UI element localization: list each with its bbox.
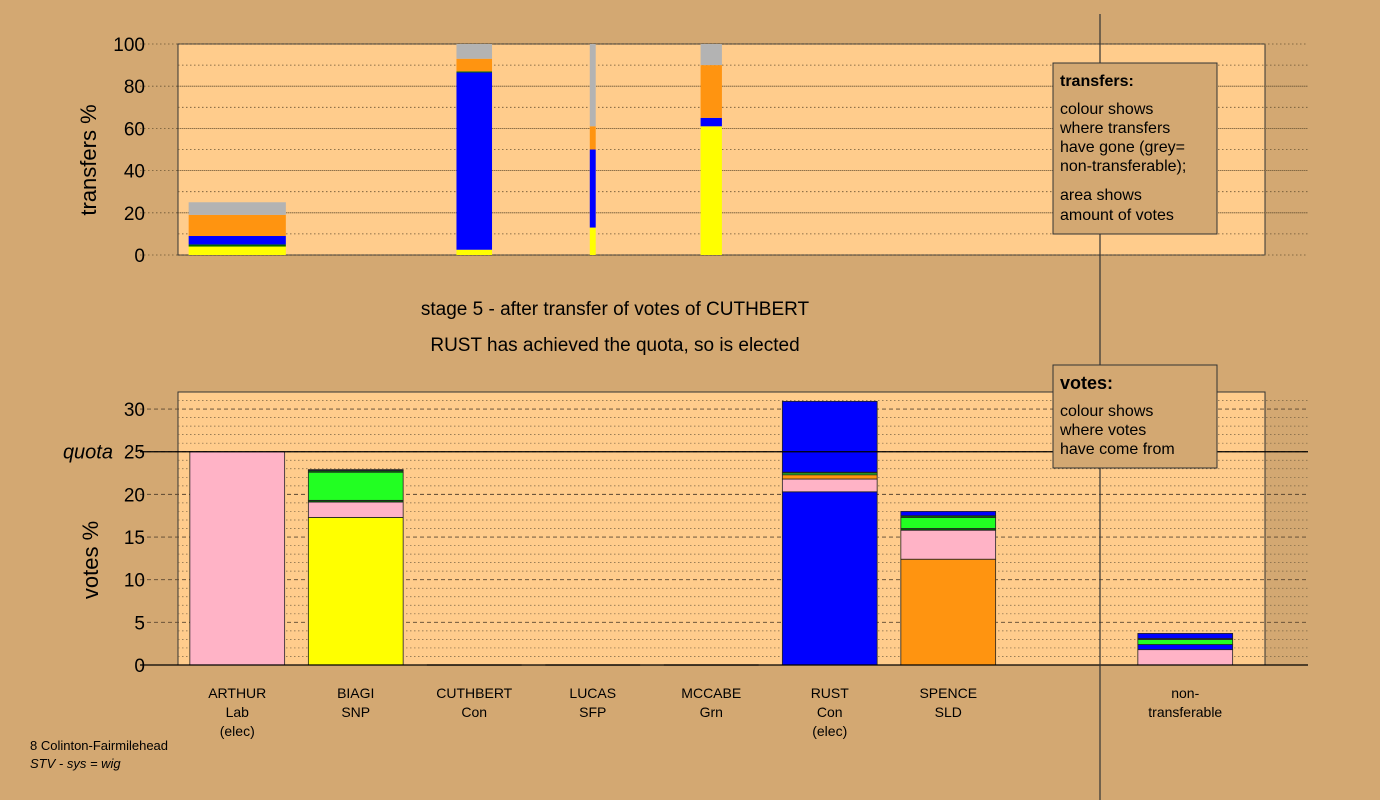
candidate-label: Con bbox=[817, 704, 843, 720]
transfers-y-tick-label: 60 bbox=[124, 119, 145, 140]
candidate-label: SFP bbox=[579, 704, 606, 720]
quota-label: quota bbox=[63, 442, 113, 464]
vote-segment-grn bbox=[307, 471, 404, 501]
transfer-segment-snp bbox=[188, 246, 286, 255]
transfers-legend-title: transfers: bbox=[1060, 73, 1134, 90]
transfer-segment-sld bbox=[456, 58, 493, 72]
vote-segment-sld bbox=[781, 474, 878, 480]
votes-category-labels: ARTHUR Lab (elec) BIAGI SNP CUTHBERT Con LUCAS S… bbox=[208, 685, 1222, 739]
transfers-y-ticks: 0 20 40 60 80 100 bbox=[113, 35, 145, 267]
transfers-legend-line5: area shows bbox=[1060, 187, 1142, 204]
candidate-label: CUTHBERT bbox=[436, 685, 512, 701]
votes-legend-line2: where votes bbox=[1059, 422, 1146, 439]
votes-y-ticks: 0 5 10 15 20 25 30 bbox=[124, 400, 145, 677]
transfer-segment-sld bbox=[700, 65, 722, 118]
candidate-label: (elec) bbox=[812, 723, 847, 739]
transfers-y-tick-label: 20 bbox=[124, 204, 145, 225]
vote-segment-lab bbox=[1137, 649, 1234, 666]
transfer-segment-nontransferable bbox=[700, 44, 722, 66]
votes-y-tick-label: 25 bbox=[124, 443, 145, 464]
vote-segment-lab bbox=[900, 529, 997, 560]
stage-title: stage 5 - after transfer of votes of CUT… bbox=[421, 299, 810, 320]
candidate-label: MCCABE bbox=[681, 685, 741, 701]
votes-y-tick-label: 10 bbox=[124, 571, 145, 592]
votes-y-tick-label: 15 bbox=[124, 528, 145, 549]
votes-bars bbox=[189, 400, 1234, 666]
transfers-y-tick-label: 80 bbox=[124, 77, 145, 98]
footer-system: STV - sys = wig bbox=[30, 756, 121, 771]
transfer-segment-sfp bbox=[456, 71, 493, 73]
vote-segment-con bbox=[1137, 633, 1234, 639]
candidate-label: Con bbox=[461, 704, 487, 720]
transfer-segment-sfp bbox=[188, 244, 286, 247]
candidate-label: (elec) bbox=[220, 723, 255, 739]
vote-segment-con bbox=[307, 469, 404, 471]
votes-panel: 0 5 10 15 20 25 30 quota votes % ARTHUR Lab (ele… bbox=[63, 391, 1308, 739]
votes-legend-frame bbox=[1052, 364, 1218, 469]
votes-legend-line1: colour shows bbox=[1060, 403, 1153, 420]
vote-segment-con bbox=[781, 400, 878, 473]
transfers-legend-frame bbox=[1052, 62, 1218, 235]
candidate-label: RUST bbox=[811, 685, 850, 701]
vote-segment-con bbox=[900, 511, 997, 517]
transfer-segment-nontransferable bbox=[188, 202, 286, 215]
votes-legend-box: votes: colour shows where votes have com… bbox=[1052, 364, 1218, 469]
footer-constituency: 8 Colinton-Fairmilehead bbox=[30, 738, 168, 753]
votes-y-tick-label: 30 bbox=[124, 400, 145, 421]
transfers-legend-line3: have gone (grey= bbox=[1060, 139, 1185, 156]
transfer-segment-snp bbox=[589, 227, 596, 255]
vote-segment-sld bbox=[900, 558, 997, 666]
transfer-segment-snp bbox=[700, 126, 722, 255]
nontransferable-label: transferable bbox=[1148, 704, 1222, 720]
transfers-y-tick-label: 40 bbox=[124, 162, 145, 183]
vote-segment-lab bbox=[307, 501, 404, 518]
transfer-segment-sld bbox=[589, 126, 596, 150]
candidate-label: LUCAS bbox=[569, 685, 616, 701]
transfers-legend-line6: amount of votes bbox=[1060, 207, 1174, 224]
vote-segment-grn bbox=[1137, 639, 1234, 645]
candidate-label: SNP bbox=[341, 704, 370, 720]
vote-segment-lab bbox=[781, 478, 878, 493]
candidate-label: SPENCE bbox=[919, 685, 977, 701]
transfer-segment-snp bbox=[456, 249, 493, 255]
transfers-legend-box: transfers: colour shows where transfers … bbox=[1052, 62, 1218, 235]
transfer-segment-sld bbox=[188, 214, 286, 237]
candidate-label: Lab bbox=[226, 704, 250, 720]
votes-y-tick-label: 0 bbox=[134, 656, 145, 677]
transfer-segment-con bbox=[700, 117, 722, 127]
votes-y-tick-label: 5 bbox=[134, 613, 145, 634]
transfers-y-tick-label: 100 bbox=[113, 35, 145, 56]
transfer-segment-nontransferable bbox=[456, 44, 493, 59]
vote-segment-con bbox=[781, 491, 878, 666]
nontransferable-label: non- bbox=[1171, 685, 1199, 701]
votes-legend-title: votes: bbox=[1060, 373, 1113, 393]
vote-segment-snp bbox=[307, 517, 404, 666]
transfers-legend-line4: non-transferable); bbox=[1060, 158, 1186, 175]
transfers-legend-line1: colour shows bbox=[1060, 101, 1153, 118]
votes-legend-line3: have come from bbox=[1060, 441, 1175, 458]
candidate-label: SLD bbox=[935, 704, 962, 720]
stage-subtitle: RUST has achieved the quota, so is elect… bbox=[430, 335, 799, 356]
candidate-label: ARTHUR bbox=[208, 685, 266, 701]
transfer-segment-con bbox=[456, 72, 493, 250]
vote-segment-lab bbox=[189, 451, 286, 666]
transfers-y-axis-label: transfers % bbox=[76, 104, 101, 215]
transfers-bars bbox=[188, 44, 722, 255]
transfer-segment-con bbox=[589, 149, 596, 228]
transfer-segment-nontransferable bbox=[589, 44, 596, 127]
vote-segment-con bbox=[1137, 644, 1234, 651]
candidate-label: BIAGI bbox=[337, 685, 374, 701]
votes-y-axis-label: votes % bbox=[78, 521, 103, 599]
transfer-segment-con bbox=[188, 236, 286, 245]
transfers-legend-line2: where transfers bbox=[1059, 120, 1170, 137]
votes-y-tick-label: 20 bbox=[124, 485, 145, 506]
transfers-y-tick-label: 0 bbox=[134, 246, 145, 267]
vote-segment-grn bbox=[900, 517, 997, 529]
candidate-label: Grn bbox=[700, 704, 723, 720]
